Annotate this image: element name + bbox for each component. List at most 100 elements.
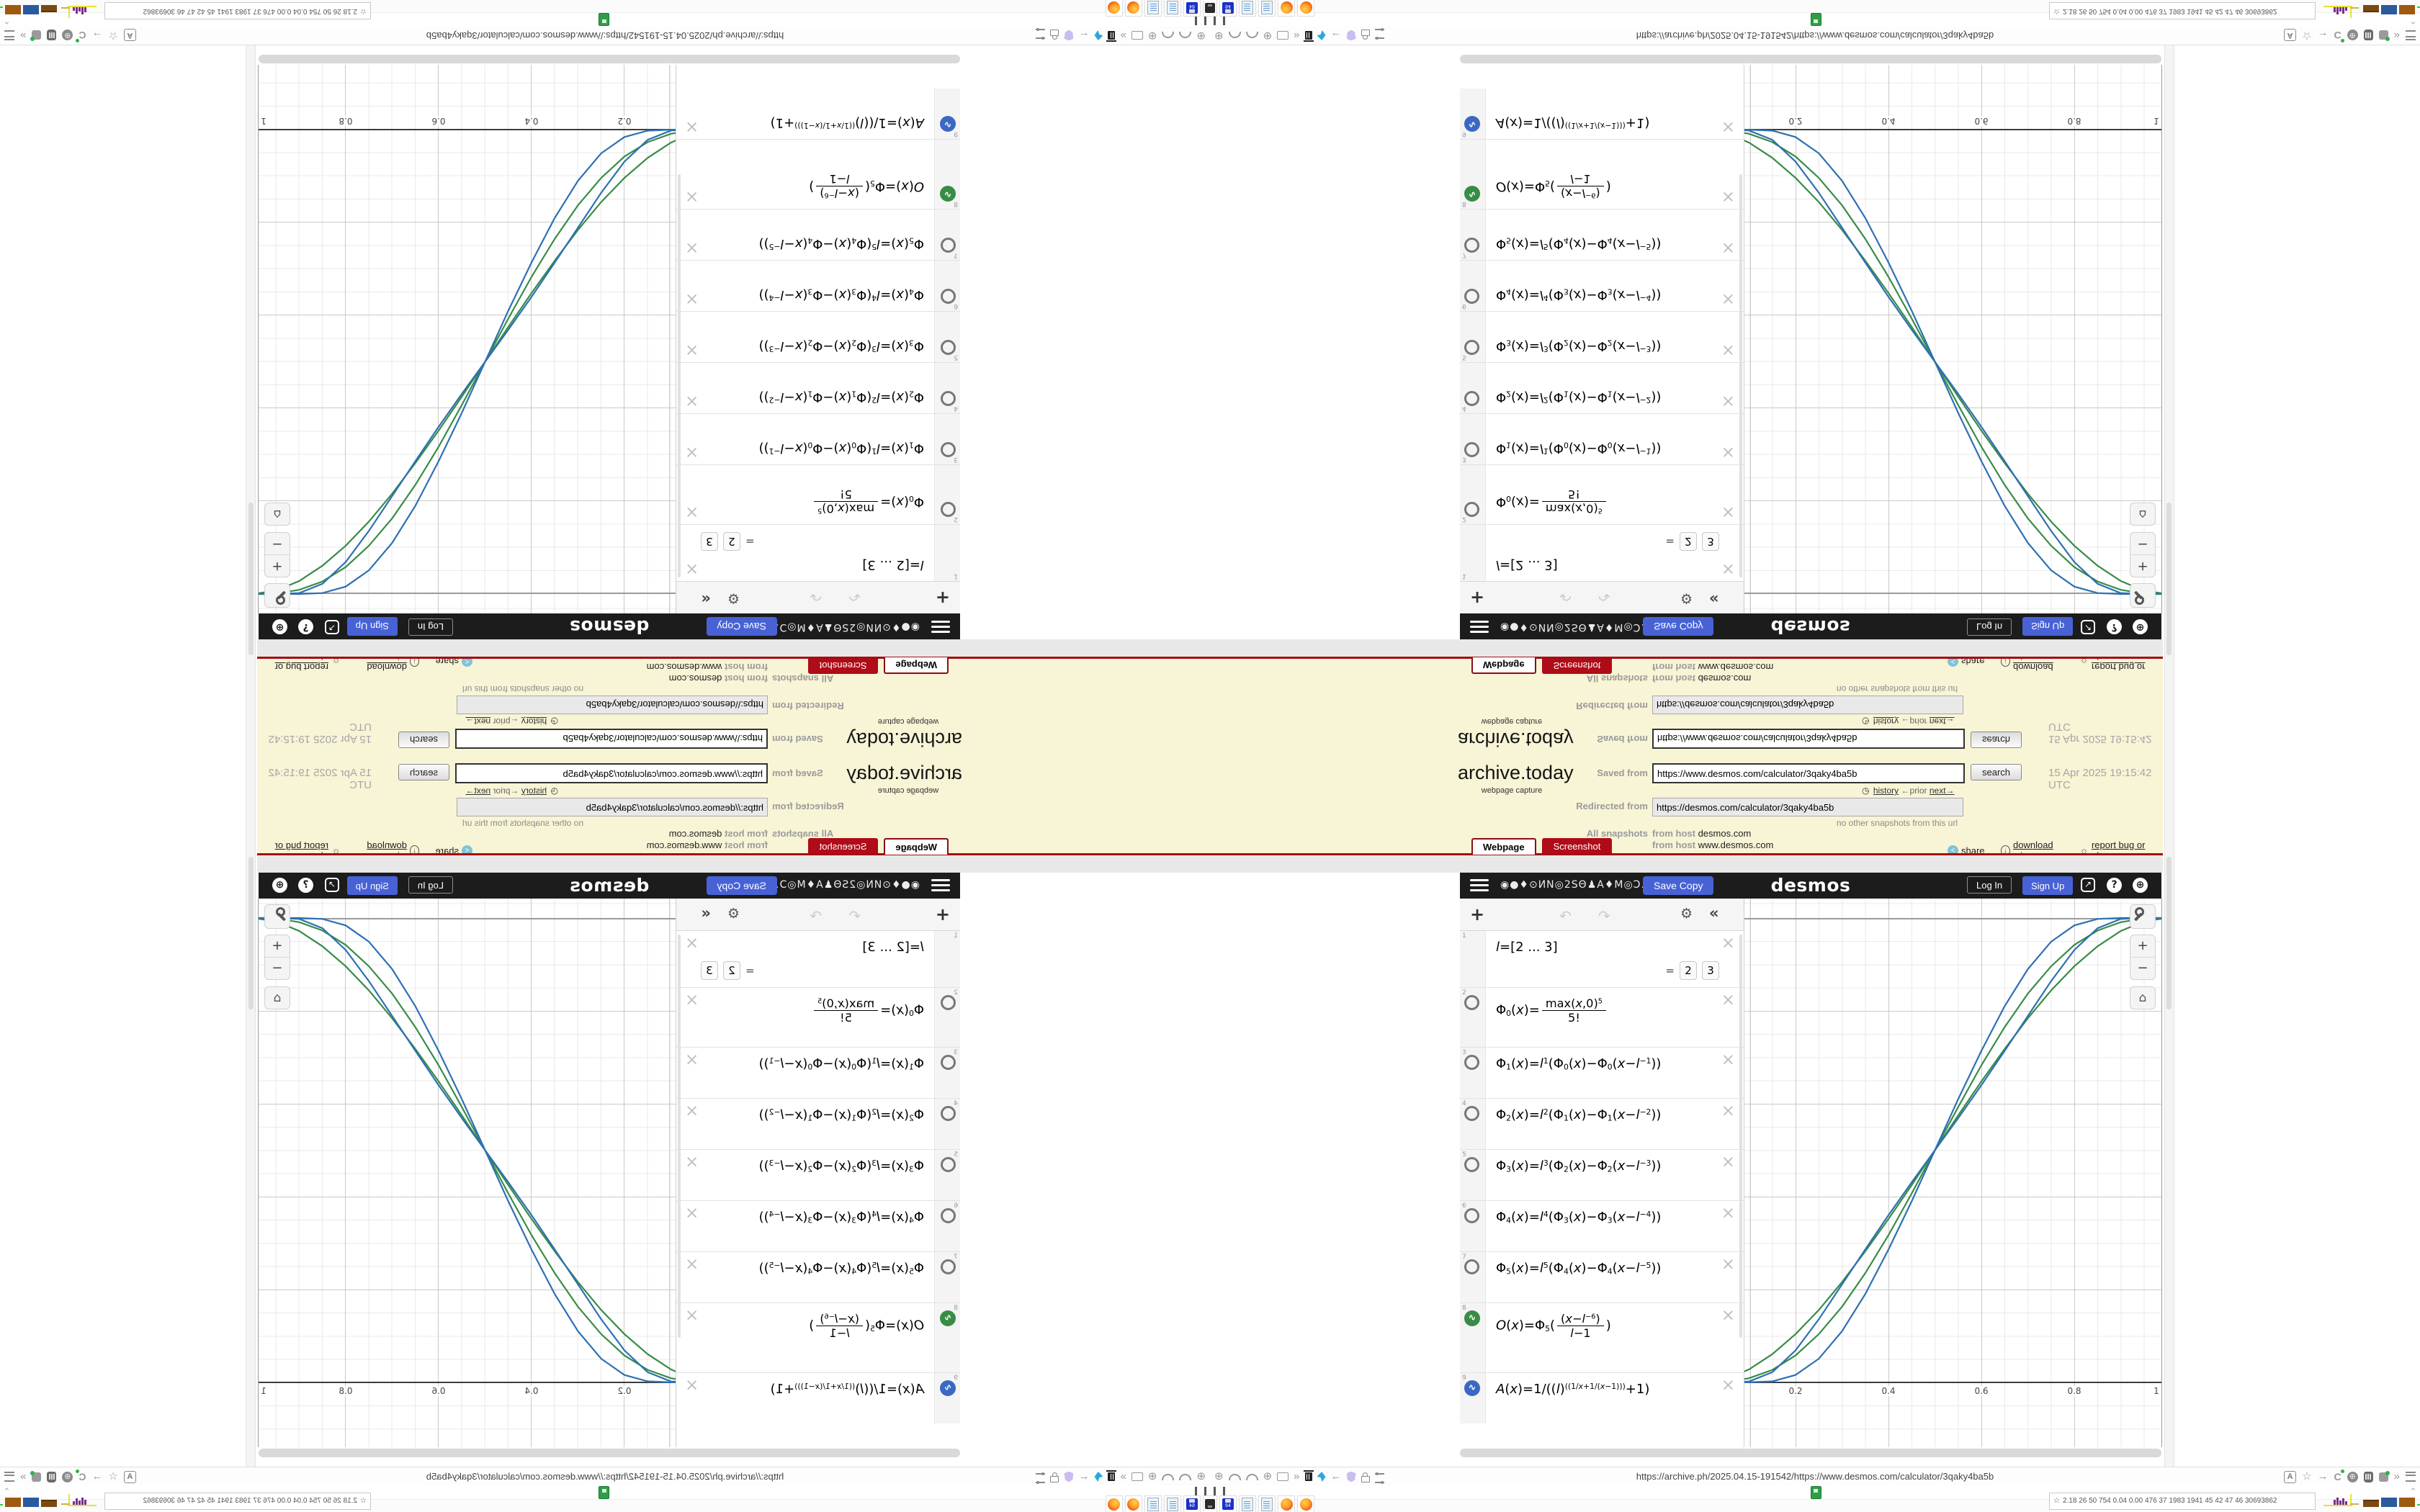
hidden-curve-icon[interactable] — [941, 238, 956, 253]
browser-menu-icon[interactable] — [2406, 30, 2416, 40]
globe-filled-icon[interactable]: ⊕ — [2347, 30, 2358, 41]
reload-icon[interactable]: C — [79, 1471, 86, 1482]
bookmark-star-icon[interactable]: ☆ — [108, 30, 118, 42]
desmos-logo[interactable]: desmos — [1770, 875, 1851, 896]
reload-icon[interactable]: C — [79, 30, 86, 41]
curve-icon-blue[interactable]: ∿ — [1464, 1380, 1480, 1396]
curve-icon-green[interactable]: ∿ — [1464, 1310, 1480, 1326]
host-link-1[interactable]: from host desmos.com — [1652, 673, 1752, 684]
expression-row[interactable]: 5 Φ3(x)=l3(Φ2(x)−Φ2(x−l−3)) × — [676, 1150, 960, 1201]
history-link[interactable]: history — [521, 716, 547, 726]
archive-logo[interactable]: archive.today — [1458, 762, 1574, 783]
saved-from-input[interactable] — [1652, 763, 1965, 783]
prior-link[interactable]: ←prior — [1901, 786, 1927, 796]
delete-expression-button[interactable]: × — [1721, 117, 1735, 136]
page-scrollbar-thumb[interactable] — [248, 857, 254, 1009]
host-link-2[interactable]: from host www.desmos.com — [1652, 840, 1774, 850]
expression-formula[interactable]: O(x)=Φ5((x−l−6) l−1) — [809, 172, 924, 200]
taskbar-icon-firefox[interactable] — [1278, 0, 1295, 17]
hidden-curve-icon[interactable] — [1464, 1106, 1479, 1121]
taskbar-icon-floppy[interactable]: 64 — [1219, 0, 1237, 17]
horizontal-scrollbar-thumb[interactable] — [259, 55, 960, 63]
expression-formula[interactable]: Φ2(x)=l2(Φ1(x)−Φ1(x−l−2)) — [1496, 389, 1662, 405]
expression-row[interactable]: 4 Φ2(x)=l2(Φ1(x)−Φ1(x−l−2)) × — [1460, 362, 1744, 413]
search-button[interactable]: search — [398, 732, 449, 748]
globe-icon[interactable]: ⊕ — [1214, 1470, 1224, 1482]
globe-filled-icon[interactable]: ⊕ — [62, 1471, 73, 1482]
chevron-up-icon[interactable]: ⌃ — [2409, 1486, 2417, 1497]
delete-expression-button[interactable]: × — [1721, 1376, 1735, 1395]
saved-from-input[interactable] — [455, 729, 768, 749]
delete-expression-button[interactable]: × — [685, 1306, 699, 1325]
delete-expression-button[interactable]: × — [685, 1255, 699, 1274]
chevrons-icon[interactable]: » — [1294, 1470, 1300, 1482]
expression-formula[interactable]: Φ3(x)=l3(Φ2(x)−Φ2(x−l−3)) — [1496, 338, 1662, 354]
expression-row[interactable]: 8 ∿ O(x)=Φ5((x−l−6) l−1) × — [1460, 139, 1744, 209]
expression-row[interactable]: 6 Φ4(x)=l4(Φ3(x)−Φ3(x−l−4)) × — [676, 260, 960, 311]
extensions-icon[interactable] — [32, 30, 42, 40]
taskbar-icon-firefox[interactable] — [1297, 1495, 1314, 1512]
taskbar-icon-drive[interactable] — [1203, 0, 1210, 17]
menu-icon[interactable] — [931, 621, 950, 633]
delete-expression-button[interactable]: × — [685, 1204, 699, 1223]
expression-formula[interactable]: Φ4(x)=l4(Φ3(x)−Φ3(x−l−4)) — [758, 287, 924, 302]
export-icon[interactable]: ↗ — [325, 878, 339, 892]
log-in-button[interactable]: Log In — [408, 618, 453, 636]
hidden-curve-icon[interactable] — [1464, 1259, 1479, 1274]
next-link[interactable]: next→ — [465, 716, 491, 726]
sign-up-button[interactable]: Sign Up — [2022, 617, 2074, 636]
delete-expression-button[interactable]: × — [1721, 1306, 1735, 1325]
delete-expression-button[interactable]: × — [685, 341, 699, 359]
tab-webpage[interactable]: Webpage — [884, 657, 949, 674]
hidden-curve-icon[interactable] — [941, 1055, 956, 1070]
expression-row[interactable]: 9 ∿ A(x)=1/((l)((1/x+1/(x−1)))+1) × — [676, 82, 960, 139]
browser-menu-icon[interactable] — [4, 30, 14, 40]
saved-from-input[interactable] — [455, 763, 768, 783]
curve-icon-green[interactable]: ∿ — [1464, 186, 1480, 202]
page-scrollbar[interactable] — [246, 756, 256, 1467]
bookmark-star-icon[interactable]: ☆ — [2302, 1470, 2312, 1482]
page-scrollbar-thumb[interactable] — [2166, 503, 2172, 655]
collapse-panel-icon[interactable]: « — [701, 590, 711, 608]
delete-expression-button[interactable]: × — [1721, 1255, 1735, 1274]
log-in-button[interactable]: Log In — [408, 876, 453, 894]
taskbar-icon-drive[interactable] — [1210, 0, 1217, 17]
delete-expression-button[interactable]: × — [685, 187, 699, 206]
expression-formula[interactable]: Φ3(x)=l3(Φ2(x)−Φ2(x−l−3)) — [758, 1158, 924, 1174]
curve-icon-green[interactable]: ∿ — [940, 1310, 956, 1326]
host-link-1[interactable]: from host desmos.com — [668, 828, 768, 839]
folder-icon[interactable] — [1277, 1472, 1289, 1481]
expression-row[interactable]: 7 Φ5(x)=l5(Φ4(x)−Φ4(x−l−5)) × — [676, 1252, 960, 1303]
delete-expression-button[interactable]: × — [1721, 392, 1735, 410]
expression-row[interactable]: 8 ∿ O(x)=Φ5((x−l−6) l−1) × — [676, 1303, 960, 1373]
hidden-curve-icon[interactable] — [941, 502, 956, 517]
graph-canvas[interactable]: 0.2 0.4 0.6 0.8 1 + − ⌂ — [258, 65, 676, 613]
lock-icon[interactable] — [1361, 1472, 1370, 1482]
expression-row[interactable]: 2 Φ0(x)= max(x,0)5 5! × — [676, 464, 960, 524]
menu-icon[interactable] — [1470, 621, 1489, 633]
expression-row[interactable]: 5 Φ3(x)=l3(Φ2(x)−Φ2(x−l−3)) × — [1460, 1150, 1744, 1201]
expression-formula[interactable]: Φ0(x)= max(x,0)5 5! — [1496, 988, 1744, 1025]
expression-row[interactable]: 1 l=[2 ... 3] =23× — [676, 931, 960, 988]
prior-link[interactable]: ←prior — [493, 786, 519, 796]
adblock-shield-icon[interactable] — [47, 1471, 57, 1482]
zoom-out-button[interactable]: − — [272, 536, 283, 552]
translate-icon[interactable]: A — [2284, 29, 2297, 42]
language-globe-icon[interactable]: ⊕ — [2133, 878, 2148, 893]
globe-filled-icon[interactable]: ⊕ — [62, 30, 73, 41]
delete-expression-button[interactable]: × — [685, 1376, 699, 1395]
expression-row[interactable]: 4 Φ2(x)=l2(Φ1(x)−Φ1(x−l−2)) × — [676, 362, 960, 413]
green-page-icon[interactable] — [599, 13, 609, 26]
history-link[interactable]: history — [1873, 786, 1899, 796]
expression-scrollbar[interactable] — [1739, 174, 1742, 577]
graph-settings-wrench-icon[interactable] — [264, 904, 290, 929]
default-viewport-home-icon[interactable]: ⌂ — [264, 986, 290, 1009]
help-icon[interactable]: ? — [2107, 878, 2122, 893]
taskbar-icon-notepad[interactable] — [1239, 0, 1256, 17]
graph-settings-wrench-icon[interactable] — [264, 583, 290, 608]
taskbar-icon-floppy[interactable]: 64 — [1183, 0, 1201, 17]
export-icon[interactable]: ↗ — [2081, 878, 2095, 892]
delete-expression-button[interactable]: × — [685, 1050, 699, 1069]
hidden-curve-icon[interactable] — [941, 1157, 956, 1172]
expression-formula[interactable]: Φ5(x)=l5(Φ4(x)−Φ4(x−l−5)) — [758, 1261, 924, 1277]
